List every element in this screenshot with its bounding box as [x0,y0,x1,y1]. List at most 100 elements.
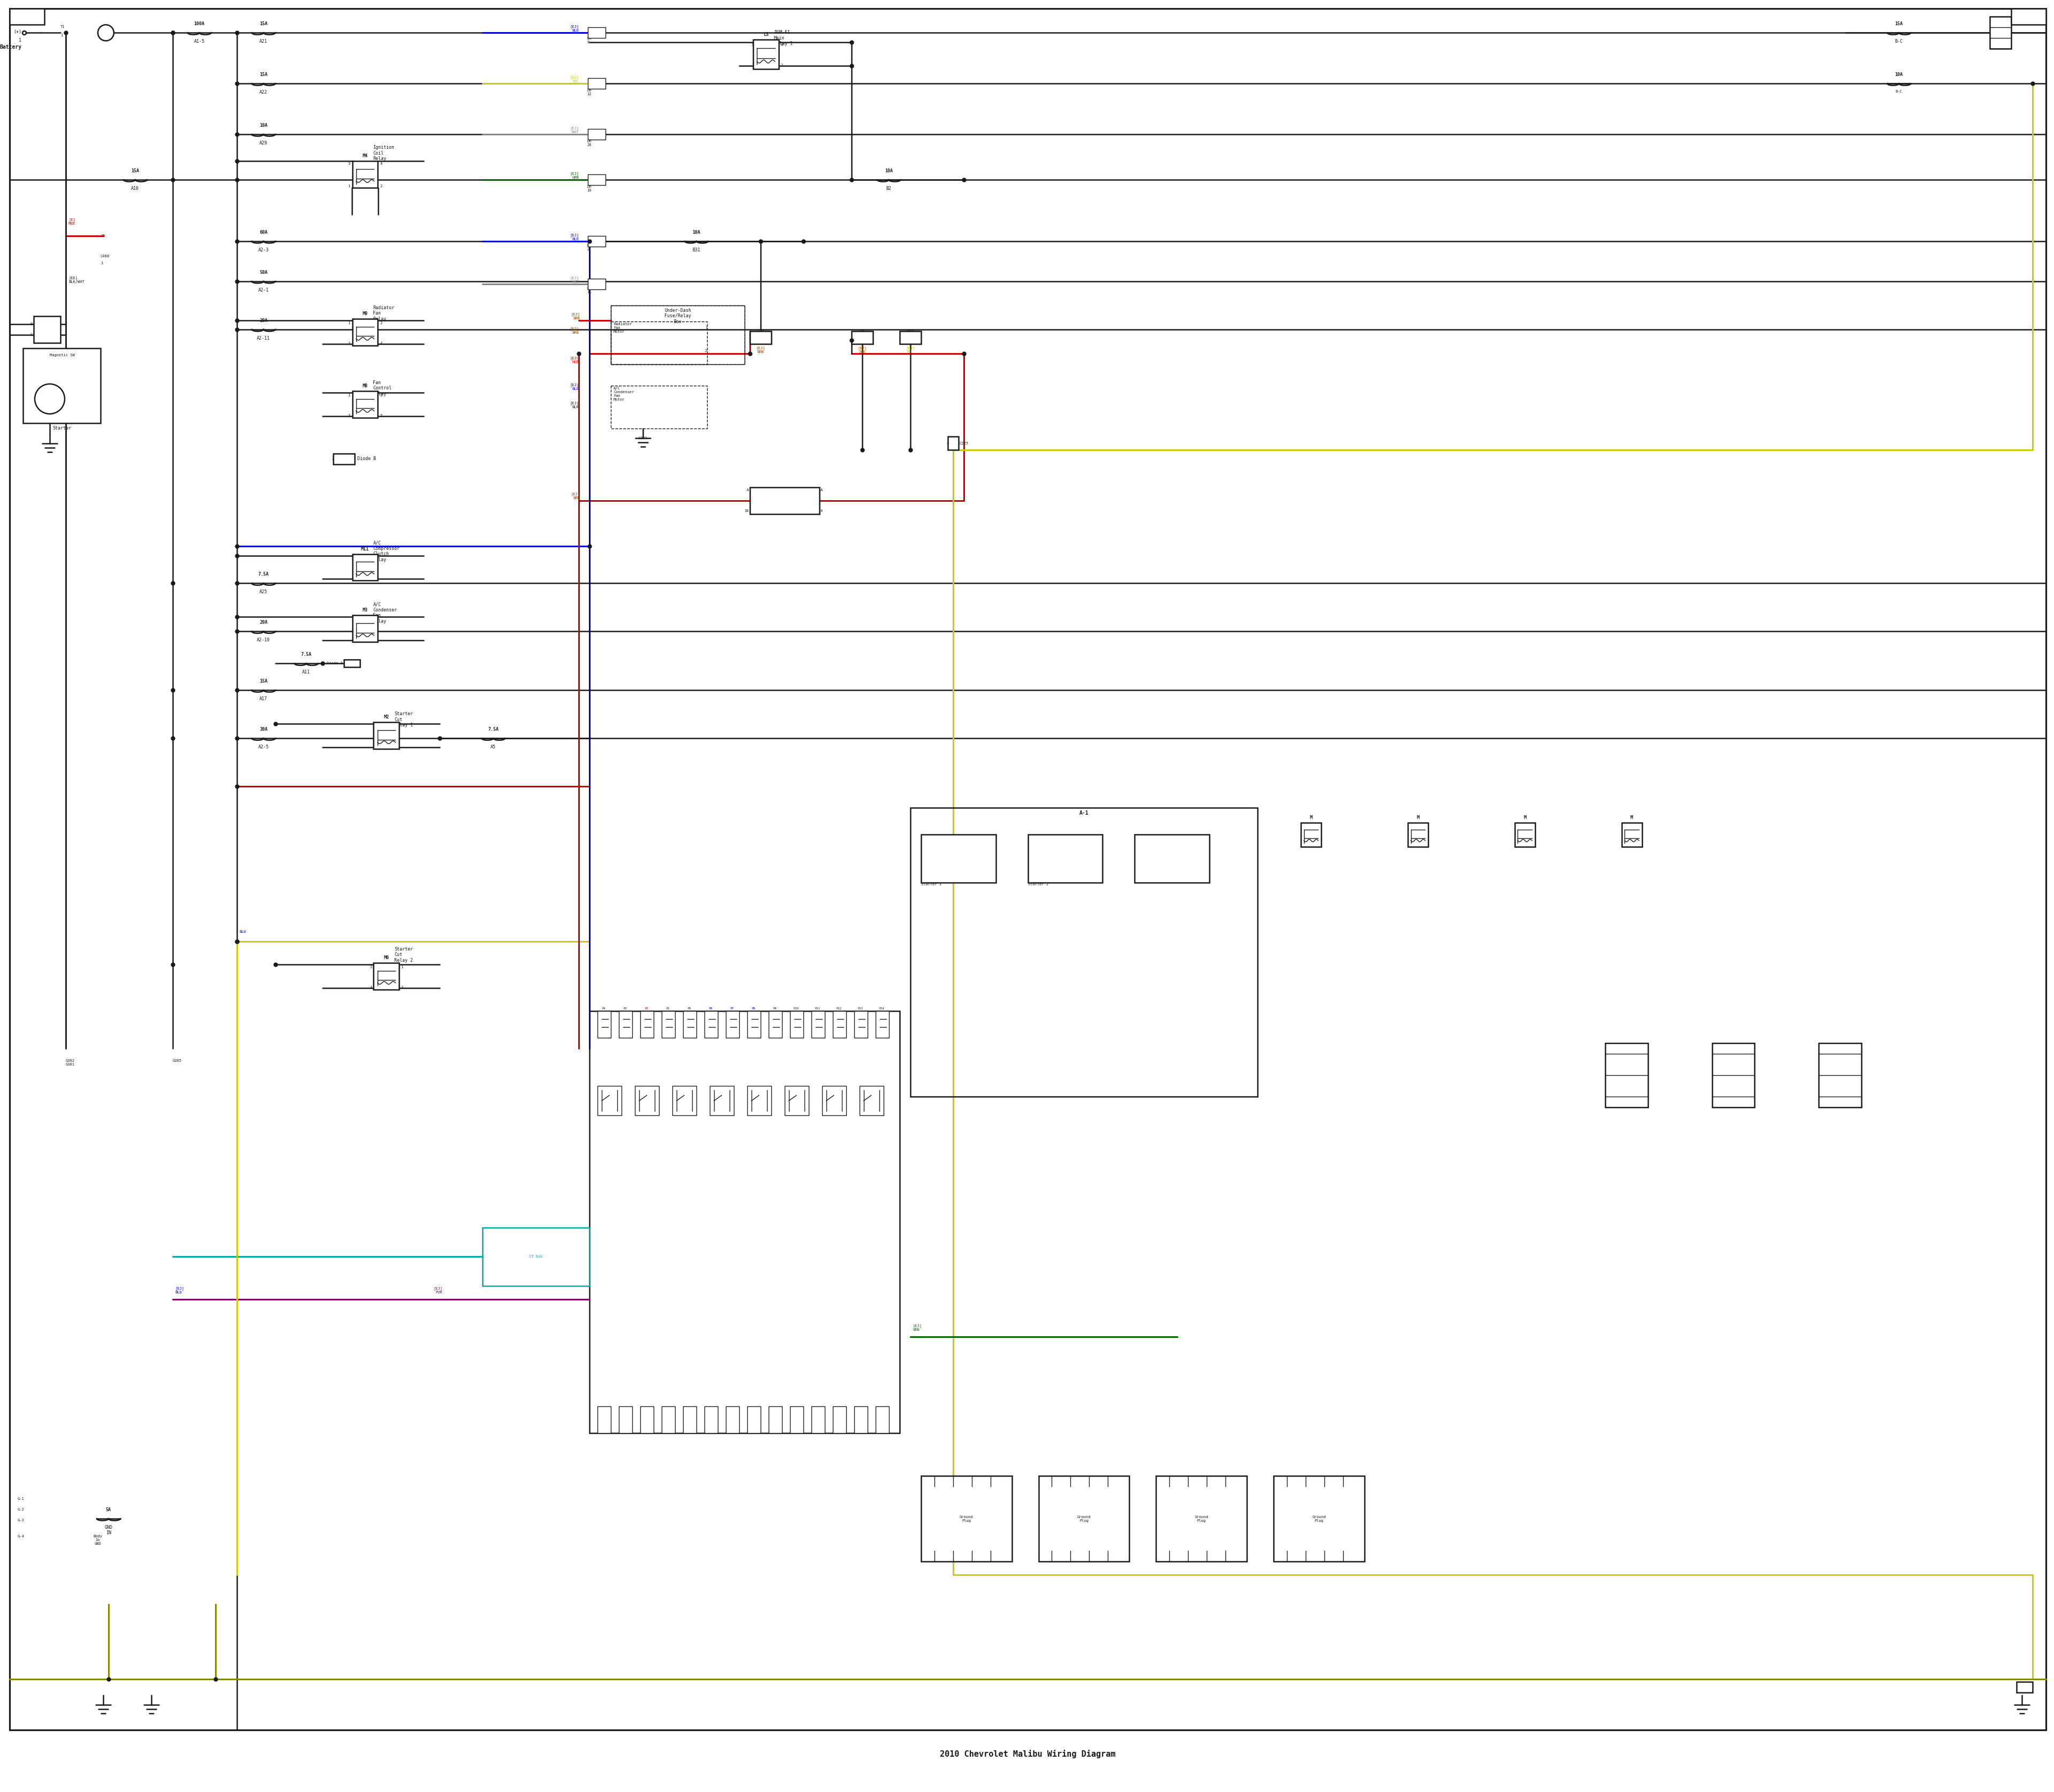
Bar [635,1086,659,1115]
Text: 10A: 10A [692,229,700,235]
Text: 4: 4 [380,342,382,344]
Text: 5: 5 [380,414,382,418]
Text: Ignition
Coil
Relay: Ignition Coil Relay [374,145,394,161]
Text: 15A: 15A [259,679,267,685]
Text: G-1: G-1 [18,1498,25,1500]
Text: P12: P12 [836,1007,842,1011]
Text: A21: A21 [259,39,267,45]
Text: G-3: G-3 [18,1518,25,1521]
Bar [351,615,378,642]
Text: A: A [746,487,750,491]
Text: A/C
Condenser
Fan
Relay: A/C Condenser Fan Relay [374,602,396,624]
Text: B-C: B-C [1896,90,1902,93]
Text: 10: 10 [744,509,750,513]
Text: 4: 4 [370,986,372,989]
Text: D10: D10 [906,330,914,333]
Text: 15: 15 [101,235,105,238]
Text: BLU: BLU [240,930,246,934]
Text: Dn
19: Dn 19 [587,185,592,192]
Text: M3: M3 [362,607,368,613]
Bar [875,1407,889,1434]
Text: 1: 1 [705,326,707,330]
Bar [875,1011,889,1038]
Text: Magnetic SW: Magnetic SW [49,353,74,357]
Text: Dn
12: Dn 12 [587,90,592,95]
Text: 1: 1 [101,262,103,265]
Text: [EJ]
GRN: [EJ] GRN [912,1324,922,1331]
Text: Dn
2: Dn 2 [587,244,592,251]
Bar [343,659,359,667]
Bar [750,487,820,514]
Text: Ground
Plug: Ground Plug [959,1516,974,1521]
Text: [EE]
BLK/WHT: [EE] BLK/WHT [68,276,84,283]
Bar [661,1011,676,1038]
Text: Radiator
Fan
Relay: Radiator Fan Relay [374,305,394,321]
Text: 2: 2 [370,966,372,969]
Text: [EJ]
BRN: [EJ] BRN [569,326,579,333]
Text: M8: M8 [362,383,368,389]
Text: Starter 1: Starter 1 [920,883,941,885]
Bar [598,1407,610,1434]
Text: Starter
Cut
Relay 1: Starter Cut Relay 1 [394,711,413,728]
Bar [1990,16,2011,48]
Bar [618,1407,633,1434]
Bar [684,1407,696,1434]
Bar [910,808,1257,1097]
Text: Dn
1L: Dn 1L [587,287,592,294]
Text: 4: 4 [380,161,382,165]
Text: 15A: 15A [259,22,267,27]
Text: [E]
WHT: [E] WHT [29,14,37,22]
Text: C408: C408 [101,254,109,258]
Text: P6: P6 [709,1007,713,1011]
Text: 1: 1 [347,394,349,396]
Bar [610,321,707,364]
Bar [672,1086,696,1115]
Bar [684,1011,696,1038]
Text: 1: 1 [347,321,349,324]
Text: A22: A22 [259,90,267,95]
Text: (+): (+) [14,29,21,34]
Text: Starter 2: Starter 2 [1027,883,1048,885]
Text: 1: 1 [60,34,64,38]
Text: M: M [1417,815,1419,819]
Bar [852,332,873,344]
Text: 15A: 15A [131,168,140,174]
Text: Body
In
GND: Body In GND [92,1534,103,1545]
Text: B31: B31 [692,247,700,253]
Bar [587,79,606,90]
Text: C17: C17 [758,330,764,333]
Text: A2-1: A2-1 [259,289,269,292]
Text: 3: 3 [752,43,754,47]
Text: 17: 17 [756,337,760,339]
Text: 20A: 20A [259,319,267,323]
Text: M11: M11 [362,547,370,552]
Bar [483,1228,589,1287]
Text: 7.5A: 7.5A [302,652,312,658]
Bar [10,9,45,25]
Bar [33,315,60,342]
Bar [610,385,707,428]
Bar [1621,823,1641,846]
Text: Ground
Plug: Ground Plug [1195,1516,1208,1521]
Text: [EJ]
WHT: [EJ] WHT [569,276,579,283]
Text: [EJ]
BRN: [EJ] BRN [756,346,766,353]
Bar [23,348,101,423]
Bar [598,1086,622,1115]
Bar [900,332,920,344]
Text: [EJ]
BRN: [EJ] BRN [571,493,579,500]
Text: CY box: CY box [530,1254,542,1258]
Bar [598,1011,610,1038]
Text: G302
G301: G302 G301 [66,1059,74,1066]
Bar [641,1011,653,1038]
Text: 3: 3 [347,161,349,165]
Bar [768,1407,783,1434]
Bar [333,453,355,464]
Bar [920,1477,1013,1561]
Text: G-2: G-2 [18,1509,25,1511]
Bar [748,1086,770,1115]
Text: 3: 3 [347,342,349,344]
Text: [EJ]
RED: [EJ] RED [569,357,579,364]
Text: G-4: G-4 [18,1534,25,1538]
Text: 3: 3 [401,986,403,989]
Text: [EJ]
YEL: [EJ] YEL [569,75,579,82]
